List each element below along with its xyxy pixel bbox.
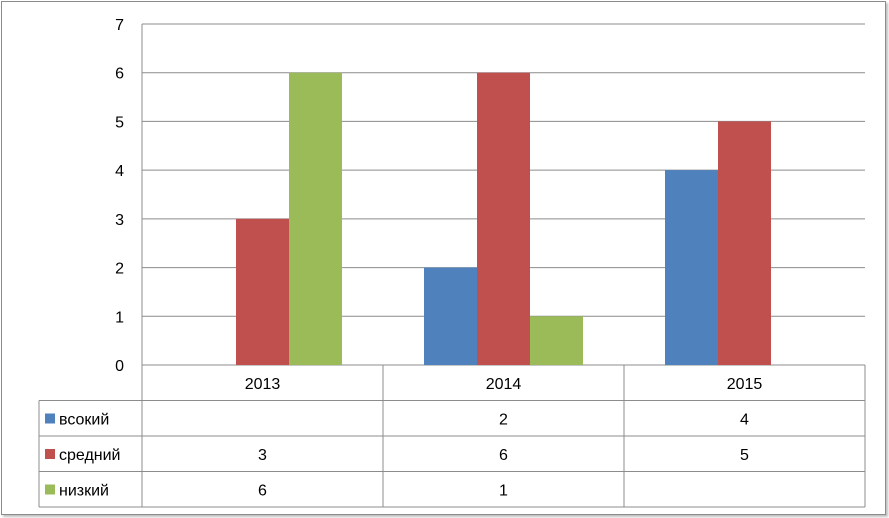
x-category-label: 2015 xyxy=(727,376,763,393)
legend-swatch-всокий xyxy=(45,413,55,424)
bar-всокий-2014 xyxy=(424,267,477,365)
y-tick-label: 6 xyxy=(115,66,124,83)
x-category-label: 2014 xyxy=(486,376,522,393)
bar-средний-2014 xyxy=(477,72,530,365)
table-value: 2 xyxy=(499,412,508,429)
table-value: 4 xyxy=(740,412,749,429)
table-value: 5 xyxy=(740,447,749,464)
y-tick-label: 7 xyxy=(115,17,124,34)
legend-swatch-средний xyxy=(45,449,55,459)
bar-всокий-2015 xyxy=(665,170,718,365)
table-value: 6 xyxy=(258,483,267,500)
bar-средний-2015 xyxy=(718,121,771,365)
table-value: 6 xyxy=(499,447,508,464)
y-tick-label: 0 xyxy=(115,358,124,375)
legend-label: всокий xyxy=(59,412,109,429)
table-value: 1 xyxy=(499,483,508,500)
x-category-label: 2013 xyxy=(245,376,281,393)
y-tick-label: 4 xyxy=(115,163,124,180)
y-tick-label: 5 xyxy=(115,114,124,131)
y-tick-label: 1 xyxy=(115,309,124,326)
y-tick-label: 3 xyxy=(115,212,124,229)
legend-label: низкий xyxy=(59,483,109,500)
legend-label: средний xyxy=(59,447,121,464)
legend-swatch-низкий xyxy=(45,484,55,495)
bar-низкий-2013 xyxy=(289,72,342,365)
bar-низкий-2014 xyxy=(530,316,583,365)
y-tick-label: 2 xyxy=(115,261,124,278)
bar-средний-2013 xyxy=(236,218,289,365)
table-value: 3 xyxy=(258,447,267,464)
